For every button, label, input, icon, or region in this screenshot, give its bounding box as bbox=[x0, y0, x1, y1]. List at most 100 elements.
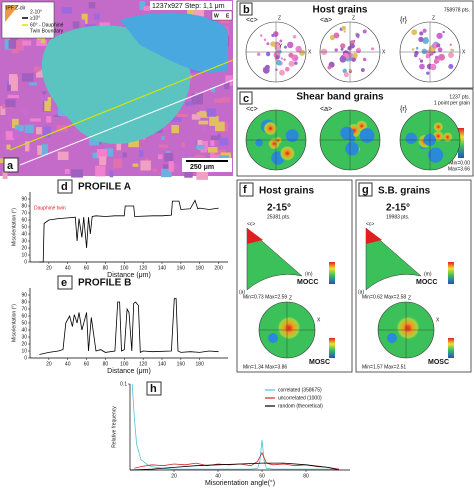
grain bbox=[80, 19, 86, 25]
annotation: Dauphiné twin bbox=[34, 205, 66, 211]
shear-band bbox=[9, 59, 234, 151]
pole-cluster bbox=[436, 43, 441, 48]
grain bbox=[10, 80, 18, 91]
grain bbox=[181, 150, 186, 161]
grain bbox=[42, 91, 47, 95]
x-tick-label: 60 bbox=[84, 361, 90, 367]
compass: W bbox=[214, 13, 219, 19]
y-tick-label: 10 bbox=[21, 252, 27, 258]
pole-cluster bbox=[283, 58, 286, 61]
panel-title: PROFILE B bbox=[78, 278, 131, 289]
grain bbox=[143, 6, 151, 11]
x-axis-label: Misorientation angle(°) bbox=[205, 479, 275, 487]
grain bbox=[2, 170, 8, 179]
legend-entry: correlated (358675) bbox=[278, 387, 322, 393]
x-tick-label: 40 bbox=[65, 361, 71, 367]
panel-label: e bbox=[61, 277, 67, 289]
points: 25381 pts. bbox=[267, 214, 290, 220]
mark: (m) bbox=[424, 271, 432, 277]
colorbar bbox=[329, 338, 335, 358]
scale-label: 250 μm bbox=[190, 164, 214, 171]
pole-cluster bbox=[349, 43, 355, 49]
pole-cluster bbox=[343, 72, 349, 78]
colorbar bbox=[329, 262, 335, 284]
pole-cluster bbox=[358, 47, 361, 50]
grain bbox=[122, 152, 127, 158]
pole-cluster bbox=[342, 68, 348, 74]
grain bbox=[4, 38, 12, 50]
x-tick-label: 20 bbox=[46, 265, 52, 271]
density-spot bbox=[274, 136, 283, 145]
label-box bbox=[239, 2, 253, 16]
label-box bbox=[57, 275, 73, 290]
pole-cluster bbox=[442, 30, 445, 34]
legend-entry: uncorrelated (1000) bbox=[278, 395, 322, 401]
y-tick-label: 80 bbox=[21, 203, 27, 209]
pole-cluster bbox=[355, 33, 360, 38]
grain bbox=[161, 136, 165, 140]
pole-cluster bbox=[360, 68, 365, 72]
ipf-name: MOCC bbox=[416, 279, 437, 286]
points: 1 point per grain bbox=[434, 100, 470, 106]
grain bbox=[128, 138, 139, 148]
panel-title: Host grains bbox=[312, 5, 367, 16]
grain bbox=[209, 116, 219, 127]
grain bbox=[7, 114, 12, 121]
pole-cluster bbox=[265, 51, 271, 57]
density-spot bbox=[279, 145, 296, 162]
range: Min=1.34 Max=3.86 bbox=[243, 364, 287, 370]
pf-name: MOSC bbox=[309, 359, 330, 366]
grain bbox=[12, 129, 19, 139]
figure-label: <a> bbox=[320, 106, 332, 113]
pole-cluster bbox=[352, 52, 358, 58]
pole-cluster bbox=[434, 55, 439, 60]
grain bbox=[109, 170, 114, 178]
y-tick-label: 90 bbox=[21, 292, 27, 298]
density-spot bbox=[359, 128, 375, 143]
x-tick-label: 40 bbox=[215, 473, 221, 479]
grain bbox=[29, 82, 37, 86]
pole-cluster bbox=[333, 32, 340, 39]
grain bbox=[171, 125, 179, 134]
mark: (a) bbox=[358, 289, 364, 295]
grain bbox=[210, 152, 222, 163]
grain bbox=[5, 99, 16, 108]
grain bbox=[13, 39, 25, 51]
grain bbox=[171, 117, 182, 122]
grain bbox=[132, 163, 139, 167]
grain bbox=[225, 75, 233, 87]
x-tick-label: 80 bbox=[303, 473, 309, 479]
legend-entry: 60° - Dauphiné bbox=[30, 22, 64, 28]
shear-band bbox=[19, 79, 234, 166]
pole-cluster bbox=[288, 60, 295, 67]
density-spot bbox=[285, 129, 299, 143]
ipf-sector bbox=[365, 227, 422, 291]
grain bbox=[42, 144, 49, 156]
ipf-hot bbox=[247, 228, 263, 244]
pole-cluster bbox=[341, 25, 346, 31]
grain bbox=[211, 87, 216, 93]
grain bbox=[7, 94, 20, 98]
x-tick-label: 180 bbox=[196, 265, 205, 271]
pole-cluster bbox=[449, 43, 452, 46]
pole-cluster bbox=[426, 71, 430, 75]
grain bbox=[116, 139, 122, 151]
grain bbox=[139, 0, 146, 11]
grain bbox=[64, 168, 70, 175]
points: 1237 pts. bbox=[449, 94, 470, 100]
grain bbox=[176, 113, 189, 118]
grain bbox=[196, 112, 209, 118]
grain bbox=[210, 138, 215, 146]
density-spot bbox=[396, 316, 420, 340]
grain bbox=[164, 153, 174, 162]
density-spot bbox=[263, 121, 278, 136]
legend-entry: ≥10° bbox=[30, 15, 40, 21]
pole-cluster bbox=[334, 48, 338, 52]
pole-cluster bbox=[280, 57, 283, 60]
pole-cluster bbox=[275, 55, 280, 60]
grain bbox=[12, 118, 19, 129]
points: 19983 pts. bbox=[386, 214, 409, 220]
axis-label: X bbox=[382, 49, 386, 55]
legend-title: IPF Z-dir bbox=[6, 5, 26, 11]
